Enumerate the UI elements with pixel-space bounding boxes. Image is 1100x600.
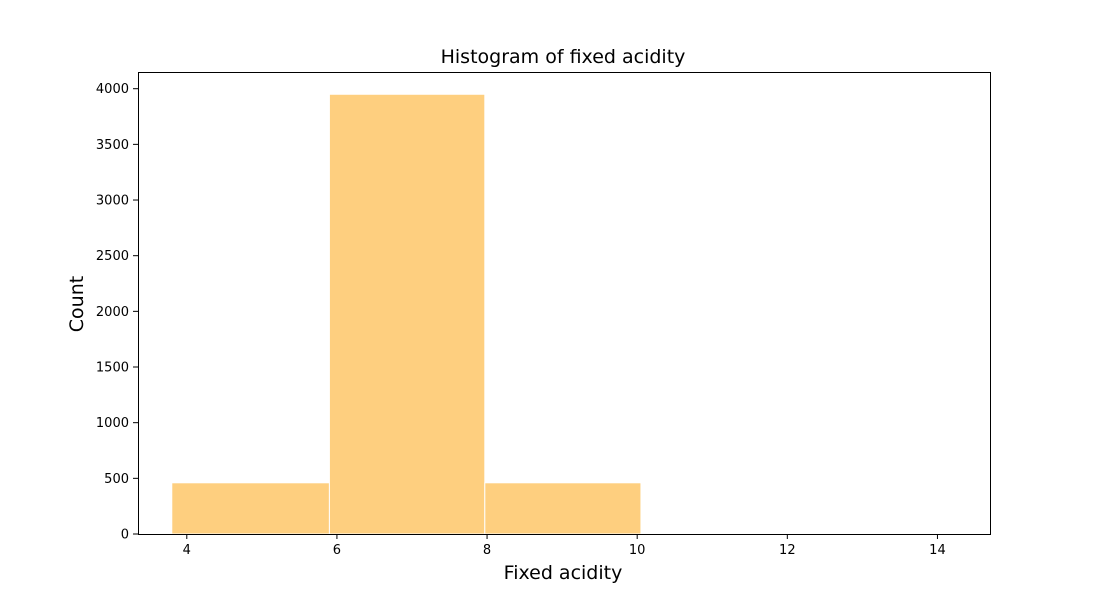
y-tick-label: 2000 (96, 305, 129, 320)
x-tick-label: 4 (183, 543, 191, 558)
bars-group (171, 93, 642, 535)
x-tick-label: 12 (779, 543, 796, 558)
y-tick-label: 2500 (96, 249, 129, 264)
y-axis: 0 500 1000 1500 2000 2500 3000 3500 4000 (96, 82, 138, 543)
y-tick-label: 0 (121, 528, 129, 543)
x-axis-label: Fixed acidity (504, 562, 623, 584)
y-tick-label: 500 (104, 472, 129, 487)
histogram-bar-1 (171, 482, 330, 535)
y-tick-label: 1000 (96, 416, 129, 431)
chart-title: Histogram of fixed acidity (441, 46, 686, 68)
plot-frame (138, 72, 991, 535)
x-tick-label: 14 (929, 543, 946, 558)
x-tick-label: 8 (483, 543, 491, 558)
y-tick-label: 3500 (96, 138, 129, 153)
x-tick-label: 10 (629, 543, 646, 558)
y-tick-label: 3000 (96, 194, 129, 209)
y-axis-label: Count (66, 276, 88, 332)
x-axis: 4 6 8 10 12 14 (183, 534, 946, 558)
x-tick-label: 6 (333, 543, 341, 558)
histogram-bar-3 (484, 482, 642, 535)
y-tick-label: 4000 (96, 82, 129, 97)
histogram-bar-2 (328, 93, 486, 535)
y-tick-label: 1500 (96, 361, 129, 376)
